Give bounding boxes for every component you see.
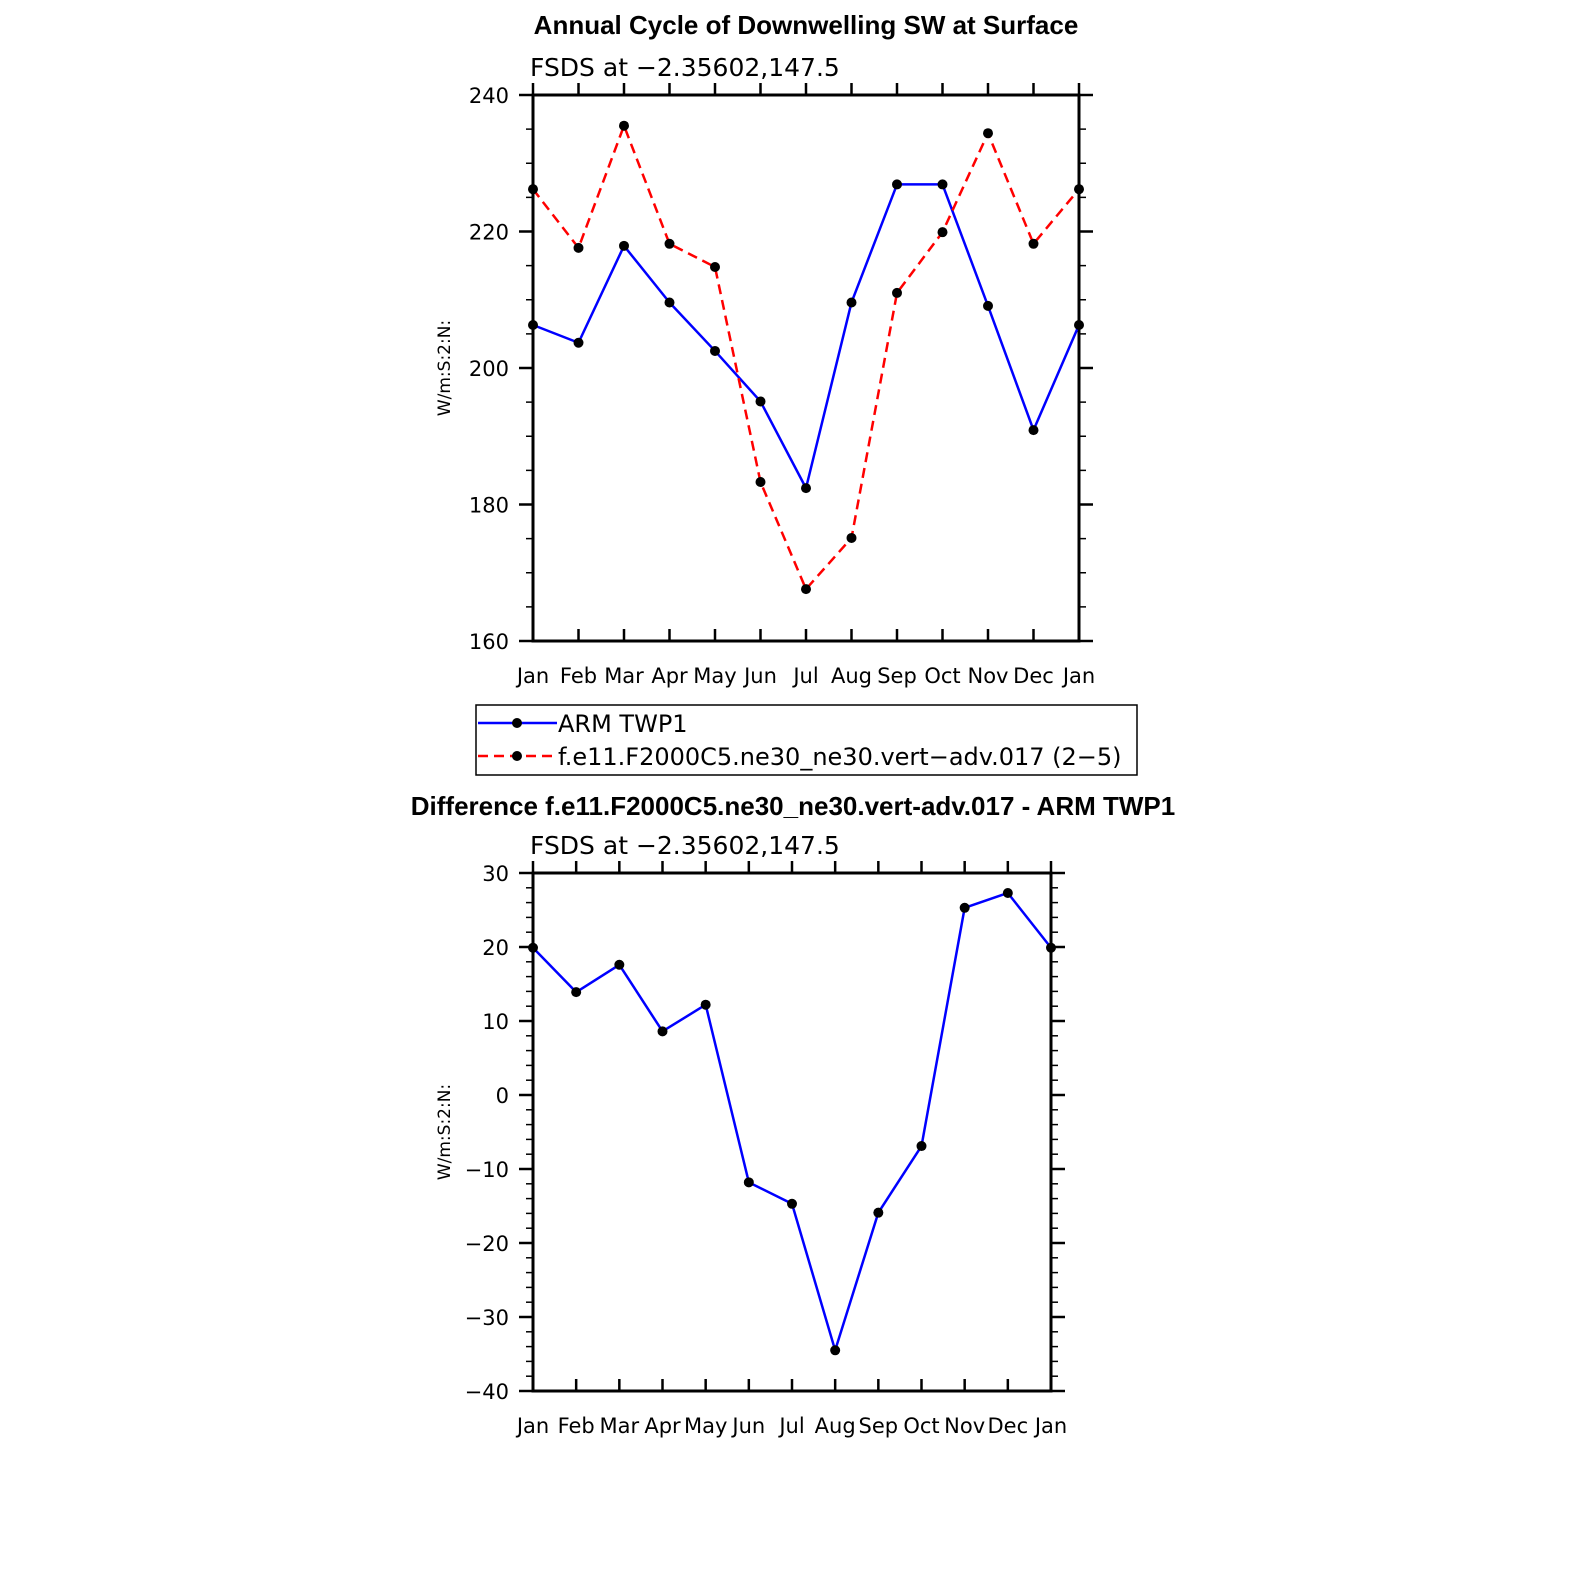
top-chart-series-1-point (846, 532, 857, 543)
top-chart-series-1-point (664, 238, 675, 249)
bottom-chart-ytick-label: 10 (482, 1010, 509, 1034)
bottom-chart-xtick-label: Oct (903, 1414, 939, 1438)
bottom-chart-series-0-point (528, 942, 538, 953)
legend-label-model: f.e11.F2000C5.ne30_ne30.vert−adv.017 (2−… (558, 743, 1122, 771)
top-chart-series-1-point (983, 128, 993, 139)
top-chart-series-0-point (619, 240, 629, 251)
top-chart-ylabel: W/m:S:2:N: (435, 320, 455, 416)
bottom-chart-ytick-label: 30 (482, 862, 509, 886)
top-chart-xtick-label: May (693, 664, 736, 688)
bottom-chart-xtick-label: Jan (1033, 1414, 1067, 1438)
top-chart-series-1-point (573, 242, 584, 253)
top-chart-series-1-point (710, 261, 720, 272)
bottom-chart-xtick-label: Dec (988, 1414, 1029, 1438)
bottom-chart-series-0-point (571, 987, 582, 998)
top-chart-title: Annual Cycle of Downwelling SW at Surfac… (534, 10, 1079, 40)
legend-box (475, 704, 1138, 776)
top-chart-ytick-label: 200 (469, 357, 509, 381)
top-chart-series-0-point (528, 320, 538, 331)
bottom-chart-xtick-label: Mar (600, 1414, 640, 1438)
top-chart-series-1-point (528, 184, 538, 195)
bottom-chart-xtick-label: Feb (558, 1414, 595, 1438)
bottom-chart-series-0-point (787, 1198, 797, 1209)
legend-marker-arm (512, 718, 522, 728)
bottom-chart-ytick-label: −20 (465, 1232, 509, 1256)
top-chart-frame (531, 93, 1081, 643)
top-chart-xtick-label: Dec (1013, 664, 1054, 688)
bottom-chart-xtick-label: Aug (815, 1414, 856, 1438)
top-chart-xtick-label: Jan (515, 664, 549, 688)
top-chart-series-1-point (937, 227, 948, 238)
top-chart-xtick-label: Oct (924, 664, 960, 688)
top-chart-series-1-point (755, 476, 766, 487)
bottom-chart-xtick-label: Sep (859, 1414, 899, 1438)
bottom-chart-series-0-line (532, 891, 1052, 1352)
top-chart-series-0-point (892, 179, 902, 190)
top-chart-series-0-line (532, 183, 1081, 490)
top-chart-xtick-label: Feb (560, 664, 597, 688)
bottom-chart-series-0-point (873, 1207, 884, 1218)
top-chart-xtick-label: Nov (968, 664, 1009, 688)
bottom-chart-xtick-label: Jan (515, 1414, 549, 1438)
top-chart-xtick-label: Jun (742, 664, 777, 688)
bottom-chart-ytick-label: −30 (465, 1306, 509, 1330)
top-chart-series-0-point (573, 337, 584, 348)
top-chart-series-1-point (801, 584, 811, 595)
bottom-chart-ytick-label: −40 (465, 1380, 509, 1404)
bottom-chart-series-0-point (959, 902, 970, 913)
top-chart-series-0-point (710, 345, 720, 356)
top-chart-subtitle: FSDS at −2.35602,147.5 (530, 53, 840, 82)
bottom-chart-xtick-label: Apr (644, 1414, 681, 1438)
top-chart-xtick-label: Jul (791, 664, 818, 688)
top-chart-series-0-point (755, 396, 766, 407)
top-chart-series-1-point (619, 120, 629, 131)
top-chart-series-1-point (1074, 184, 1084, 195)
top-chart-xtick-label: Mar (604, 664, 644, 688)
top-chart-series-1-point (1028, 238, 1039, 249)
bottom-chart-series-0-point (830, 1345, 841, 1356)
bottom-chart-plot: −40 −30 −20 −10 0 10 20 30 Jan Feb Mar Apr May Jun Jul… (465, 861, 1067, 1438)
top-chart-series-0-point (1028, 425, 1039, 436)
bottom-chart-xtick-label: Jun (730, 1414, 765, 1438)
top-chart-xtick-label: Apr (651, 664, 688, 688)
top-chart-ytick-label: 240 (469, 84, 509, 108)
bottom-chart-xtick-label: Nov (944, 1414, 985, 1438)
top-chart-xtick-label: Jan (1061, 664, 1095, 688)
bottom-chart-subtitle: FSDS at −2.35602,147.5 (530, 831, 840, 860)
top-chart-series-0-point (983, 300, 993, 311)
bottom-chart-series-0-point (743, 1177, 754, 1188)
bottom-chart-ytick-label: 20 (482, 936, 509, 960)
bottom-chart-series-0-point (614, 959, 625, 970)
bottom-chart-series-0-point (1002, 887, 1013, 898)
top-chart-series-0-point (937, 179, 948, 190)
bottom-chart-series-0-point (657, 1026, 668, 1037)
top-chart-xtick-label: Aug (831, 664, 872, 688)
legend-marker-model (512, 751, 522, 761)
bottom-chart-xtick-label: Jul (777, 1414, 804, 1438)
bottom-chart-series-0-point (916, 1141, 927, 1152)
bottom-chart-ytick-label: −10 (465, 1158, 509, 1182)
top-chart-series-0-point (664, 297, 675, 308)
top-chart-series-0-point (846, 297, 857, 308)
bottom-chart-series-0-point (1046, 942, 1056, 953)
top-chart-series-0-point (1074, 320, 1084, 331)
top-chart-xtick-label: Sep (877, 664, 917, 688)
bottom-chart-series-0-point (700, 999, 711, 1010)
bottom-chart-frame (531, 871, 1053, 1393)
top-chart-series-1-point (892, 287, 902, 298)
bottom-chart-xtick-label: May (684, 1414, 727, 1438)
bottom-chart-ylabel: W/m:S:2:N: (435, 1084, 455, 1180)
top-chart-series-1-line (532, 124, 1080, 591)
top-chart-ytick-label: 180 (469, 494, 509, 518)
top-chart-series-0-point (801, 483, 811, 494)
top-chart-plot: 160 180 200 220 240 Jan Feb Mar Apr May Jun Jul Aug S… (469, 83, 1095, 688)
legend-label-arm: ARM TWP1 (558, 710, 688, 738)
bottom-chart-title: Difference f.e11.F2000C5.ne30_ne30.vert-… (411, 791, 1175, 821)
top-chart-ytick-label: 220 (469, 221, 509, 245)
legend: ARM TWP1 f.e11.F2000C5.ne30_ne30.vert−ad… (475, 704, 1138, 776)
bottom-chart-ytick-label: 0 (496, 1084, 509, 1108)
top-chart-ytick-label: 160 (469, 630, 509, 654)
